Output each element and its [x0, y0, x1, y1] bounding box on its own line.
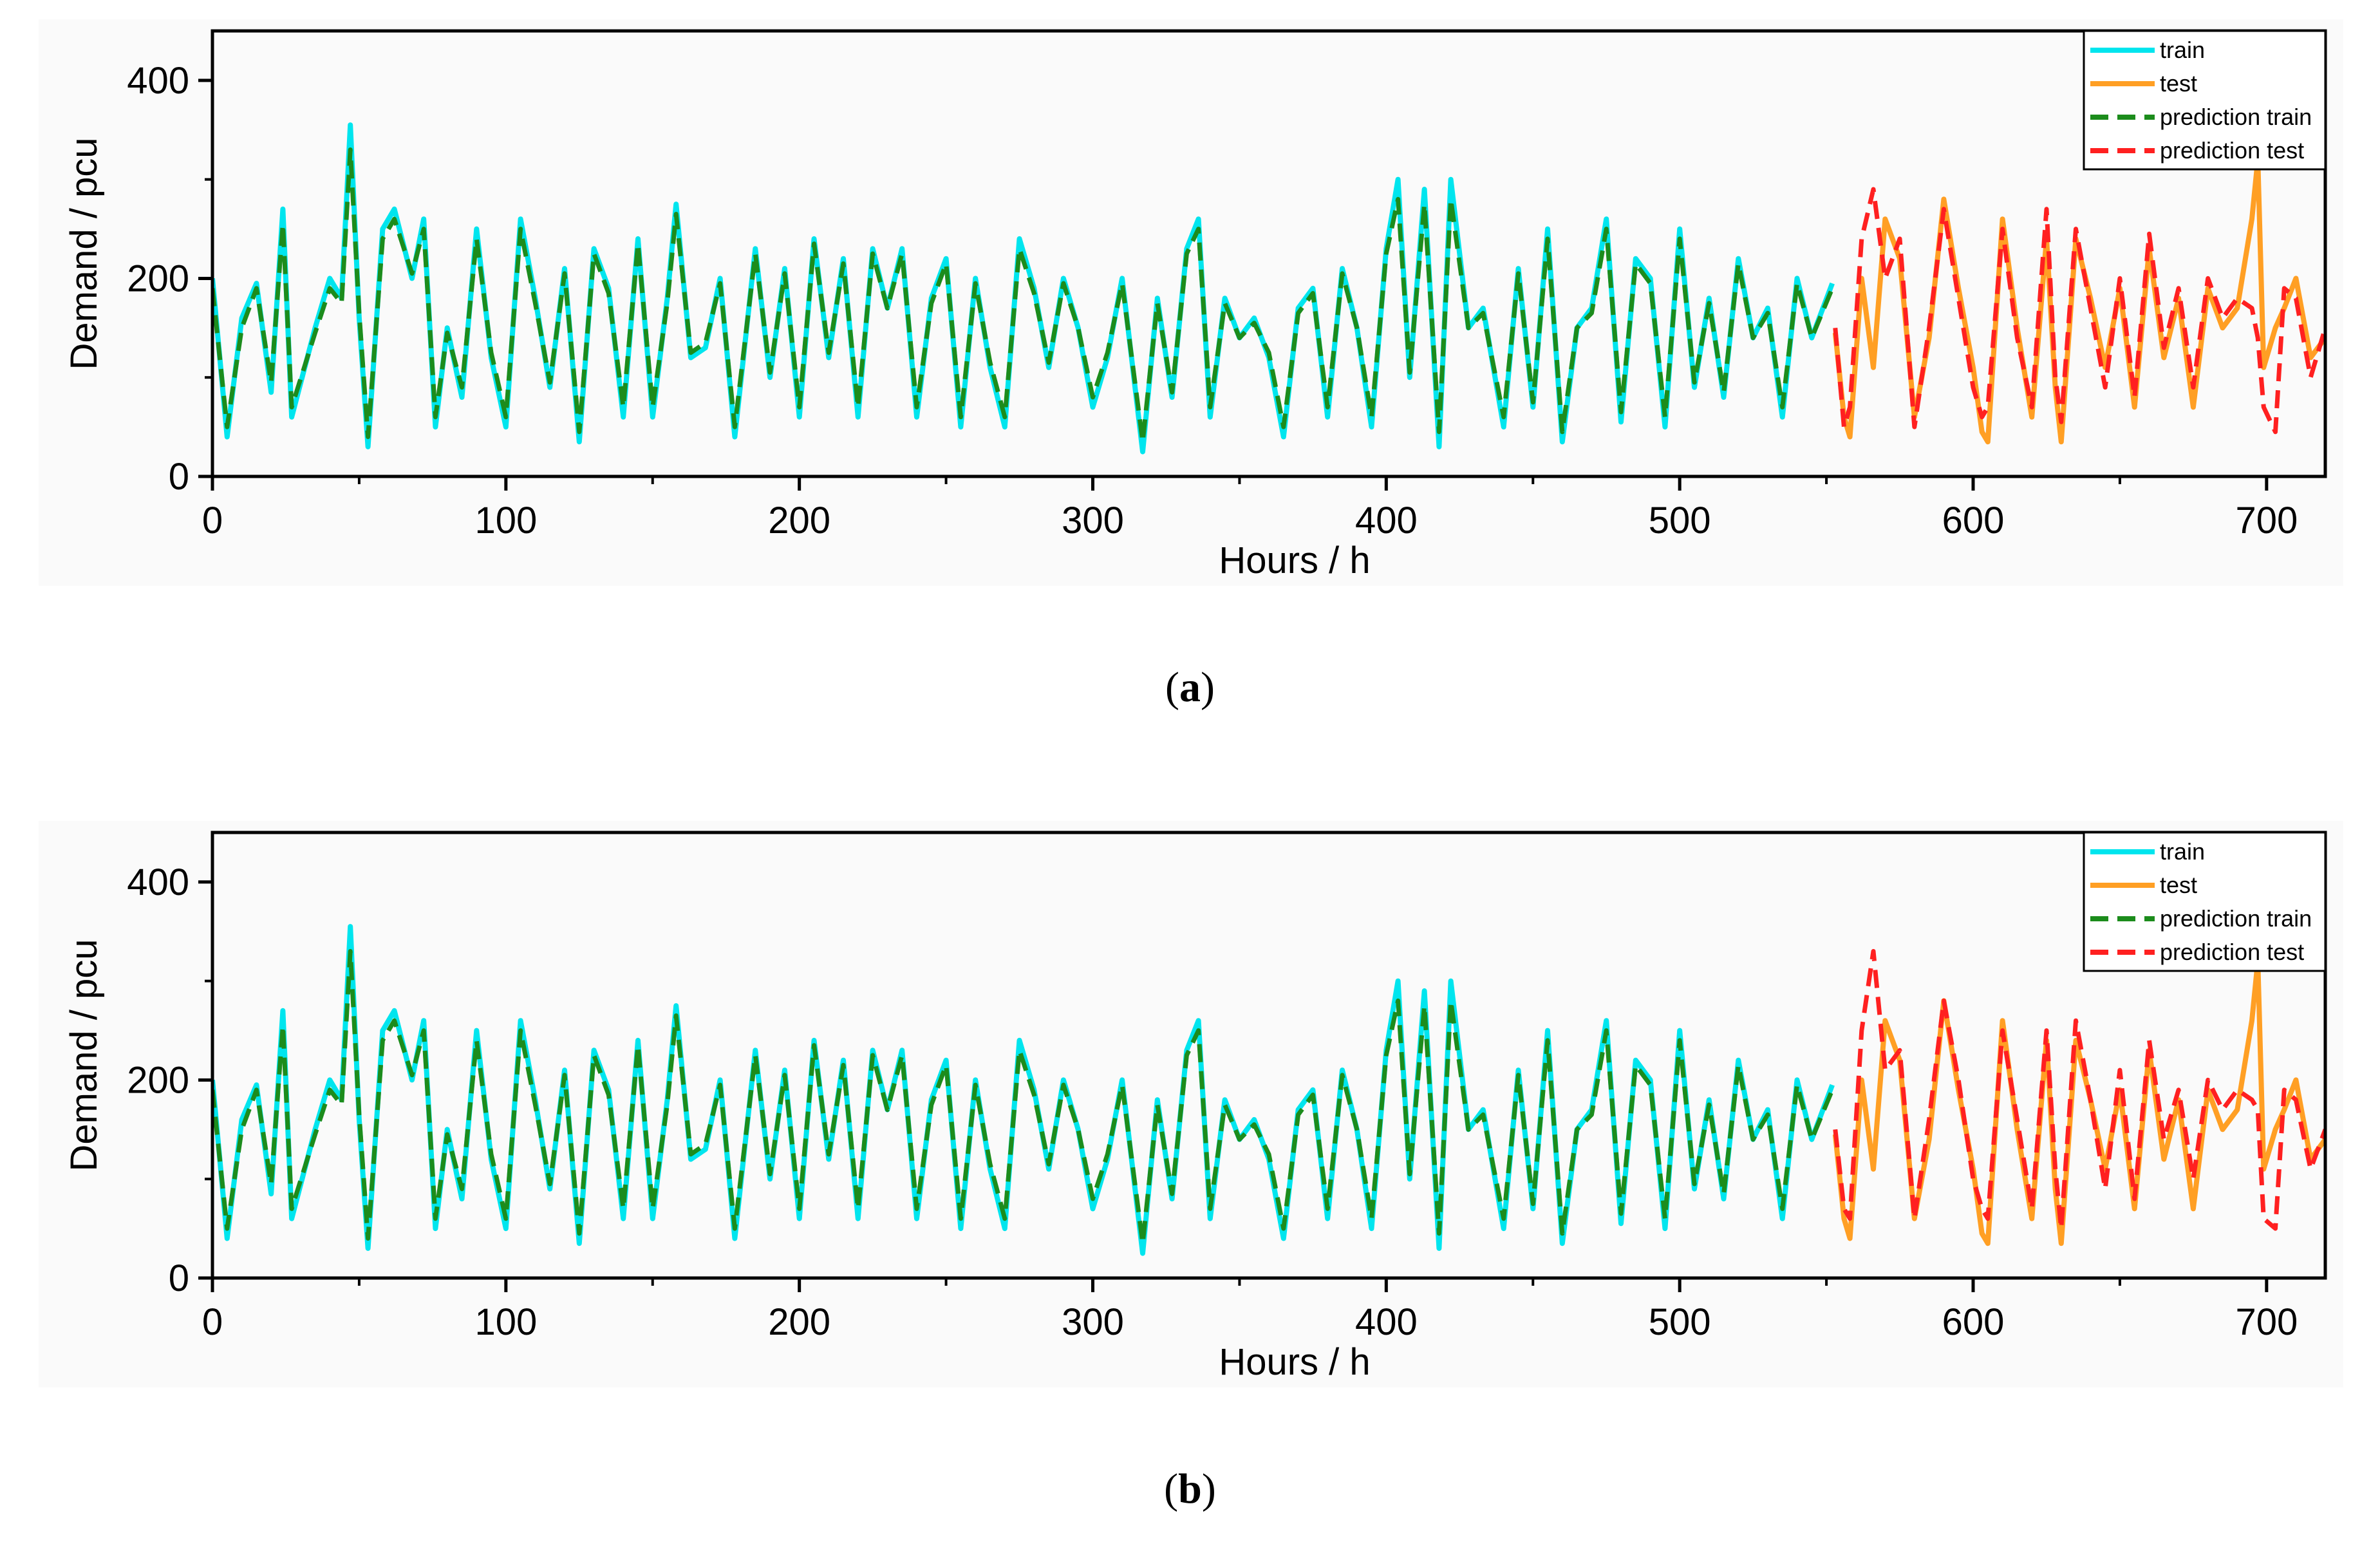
x-tick-label: 100 — [474, 500, 537, 541]
y-tick-label: 400 — [127, 60, 189, 102]
x-tick-label: 300 — [1062, 1301, 1124, 1343]
x-tick-label: 0 — [202, 1301, 223, 1343]
legend: train test prediction train prediction test — [2083, 831, 2327, 972]
caption-b-letter: b — [1178, 1465, 1202, 1512]
y-tick-label: 200 — [127, 258, 189, 299]
legend-label: prediction test — [2160, 137, 2304, 164]
x-axis-label: Hours / h — [1219, 540, 1370, 581]
caption-a-letter: a — [1179, 664, 1201, 711]
plot-frame — [211, 29, 2327, 478]
x-tick-label: 500 — [1649, 1301, 1711, 1343]
series-group — [212, 924, 2325, 1256]
legend-label: train — [2160, 838, 2205, 865]
panel-a: 0 100 200 300 400 500 600 700 0 200 400 Hours / h De… — [0, 0, 2380, 773]
caption-a: (a) — [1165, 664, 1215, 711]
series-line-test — [1832, 156, 2325, 445]
legend-label: prediction train — [2160, 104, 2312, 130]
x-tick-label: 400 — [1355, 500, 1418, 541]
x-tick-label: 600 — [1942, 500, 2005, 541]
x-tick-label: 500 — [1649, 500, 1711, 541]
x-tick-label: 0 — [202, 500, 223, 541]
y-axis-label: Demand / pcu — [63, 137, 105, 370]
series-line-train — [212, 122, 1835, 455]
x-tick-label: 400 — [1355, 1301, 1418, 1343]
x-tick-label: 700 — [2235, 1301, 2298, 1343]
x-tick-label: 200 — [768, 500, 830, 541]
series-group — [212, 122, 2325, 455]
y-tick-label: 400 — [127, 861, 189, 903]
series-line-prediction-train — [212, 949, 1835, 1246]
legend-label: test — [2160, 872, 2197, 898]
x-tick-label: 700 — [2235, 500, 2298, 541]
legend-label: prediction test — [2160, 939, 2304, 965]
panel-b: 0 100 200 300 400 500 600 700 0 200 400 Hours / h De… — [0, 802, 2380, 1551]
legend-label: train — [2160, 37, 2205, 63]
series-line-prediction-train — [212, 147, 1835, 444]
legend-label: prediction train — [2160, 905, 2312, 932]
y-tick-label: 0 — [169, 1257, 189, 1299]
x-tick-label: 200 — [768, 1301, 830, 1343]
x-tick-label: 300 — [1062, 500, 1124, 541]
x-axis-label: Hours / h — [1219, 1341, 1370, 1383]
y-tick-label: 0 — [169, 456, 189, 498]
legend-box — [2083, 30, 2327, 171]
series-line-train — [212, 924, 1835, 1256]
y-axis-label: Demand / pcu — [63, 939, 105, 1171]
legend: train test prediction train prediction test — [2083, 30, 2327, 171]
plot-frame — [211, 831, 2327, 1280]
y-tick-label: 200 — [127, 1059, 189, 1101]
series-line-prediction-test — [1833, 949, 2325, 1231]
x-tick-label: 600 — [1942, 1301, 2005, 1343]
x-tick-label: 100 — [474, 1301, 537, 1343]
legend-label: test — [2160, 70, 2197, 97]
caption-b: (b) — [1164, 1465, 1216, 1512]
legend-box — [2083, 831, 2327, 972]
